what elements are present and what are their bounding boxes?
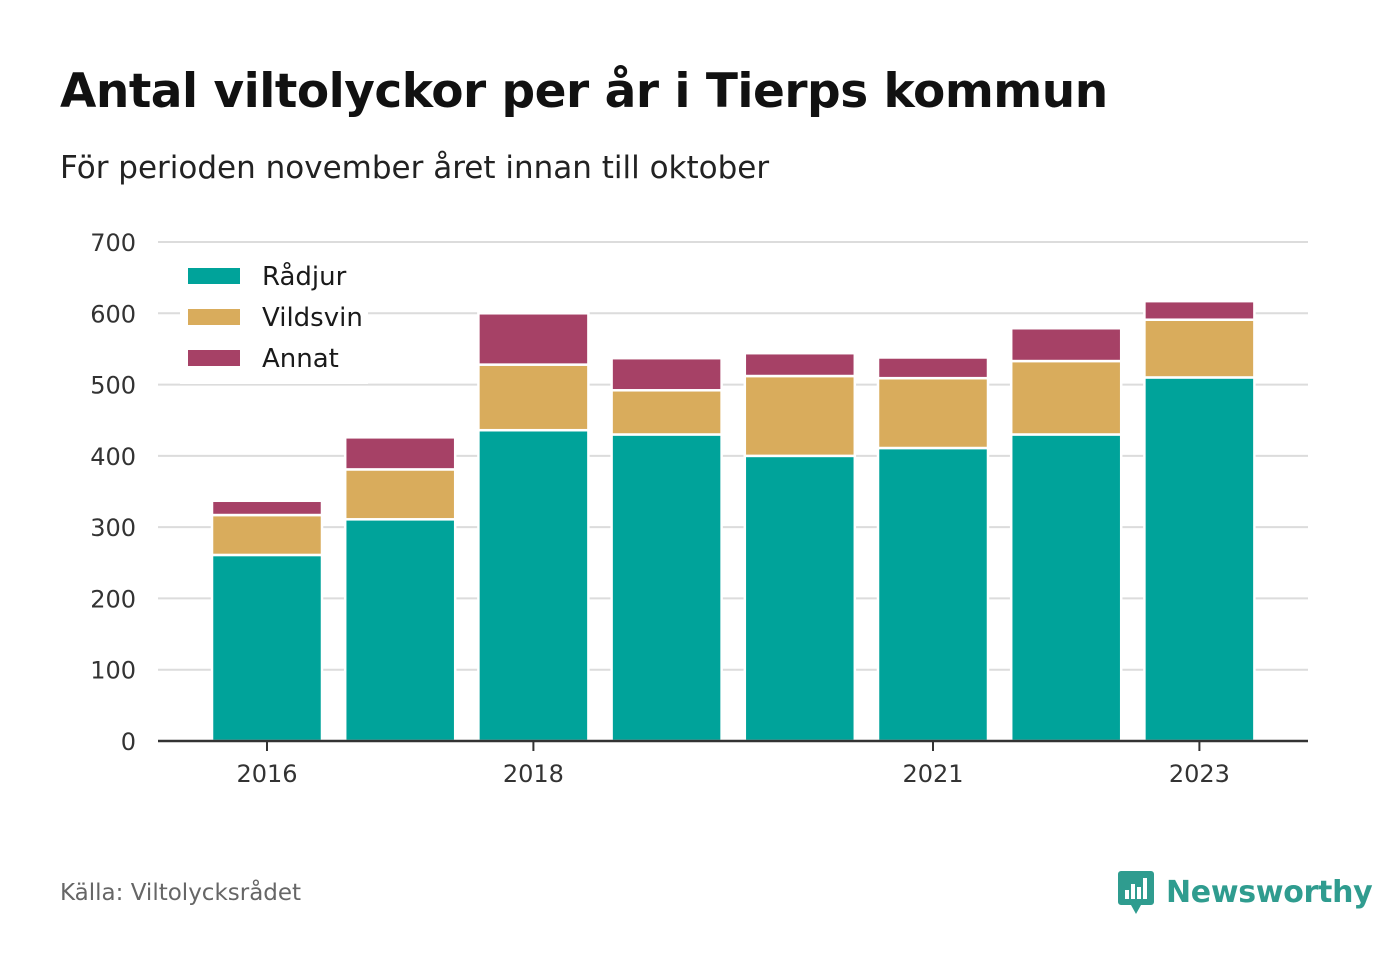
bar-segment-r-djur-2020 — [743, 454, 857, 743]
bar-segment-r-djur-2022 — [1009, 433, 1123, 743]
y-axis-ticks: 0 100 200 300 400 500 600 700 — [90, 229, 136, 756]
bar-segment-vildsvin-2022 — [1009, 359, 1123, 436]
bar-segment-r-djur-2018 — [477, 428, 590, 743]
brand-name: Newsworthy — [1166, 874, 1373, 910]
bar-segment-r-djur-2016 — [210, 553, 324, 743]
bar-segment-annat-2019 — [610, 356, 723, 392]
y-tick-label: 400 — [90, 443, 136, 471]
bar-segment-annat-2023 — [1143, 299, 1256, 321]
y-tick-label: 300 — [90, 514, 136, 542]
bar-segment-vildsvin-2017 — [343, 468, 457, 521]
bar-segment-vildsvin-2016 — [210, 513, 324, 557]
legend-label: Vildsvin — [262, 303, 363, 333]
bar-chart-speech-bubble-icon — [1118, 871, 1154, 914]
brand-logo: Newsworthy — [1118, 868, 1373, 916]
x-tick-label: 2016 — [236, 760, 297, 788]
chart-subtitle: För perioden november året innan till ok… — [60, 150, 770, 186]
y-tick-label: 700 — [90, 229, 136, 257]
y-tick-label: 100 — [90, 657, 136, 685]
bar-segment-r-djur-2019 — [610, 433, 723, 743]
legend: Rådjur Vildsvin Annat — [180, 252, 368, 384]
bar-segment-r-djur-2023 — [1143, 376, 1256, 743]
bar-segment-annat-2021 — [876, 356, 990, 380]
legend-label: Annat — [262, 344, 339, 374]
bar-segment-r-djur-2017 — [343, 518, 457, 743]
chart-title: Antal viltolyckor per år i Tierps kommun — [60, 64, 1108, 119]
bar-segment-vildsvin-2018 — [477, 363, 590, 432]
bar-segment-vildsvin-2021 — [876, 376, 990, 450]
legend-swatch — [188, 350, 240, 366]
bar-segment-vildsvin-2023 — [1143, 318, 1256, 379]
bars — [210, 299, 1256, 743]
x-tick-label: 2021 — [902, 760, 963, 788]
bar-segment-annat-2022 — [1009, 327, 1123, 363]
source-note: Källa: Viltolycksrådet — [60, 880, 302, 906]
x-tick-label: 2018 — [503, 760, 564, 788]
bar-segment-vildsvin-2019 — [610, 389, 723, 436]
bar-segment-vildsvin-2020 — [743, 374, 857, 458]
x-tick-label: 2023 — [1169, 760, 1230, 788]
legend-swatch — [188, 309, 240, 325]
bar-segment-r-djur-2021 — [876, 446, 990, 743]
bar-segment-annat-2018 — [477, 312, 590, 366]
y-tick-label: 200 — [90, 585, 136, 613]
legend-label: Rådjur — [262, 261, 347, 292]
y-tick-label: 600 — [90, 300, 136, 328]
bar-segment-annat-2017 — [343, 436, 457, 471]
y-tick-label: 500 — [90, 372, 136, 400]
x-axis: 2016 2018 2021 2023 — [158, 739, 1308, 788]
y-tick-label: 0 — [121, 728, 136, 756]
bar-segment-annat-2020 — [743, 351, 857, 378]
legend-swatch — [188, 268, 240, 284]
bar-segment-annat-2016 — [210, 499, 324, 517]
